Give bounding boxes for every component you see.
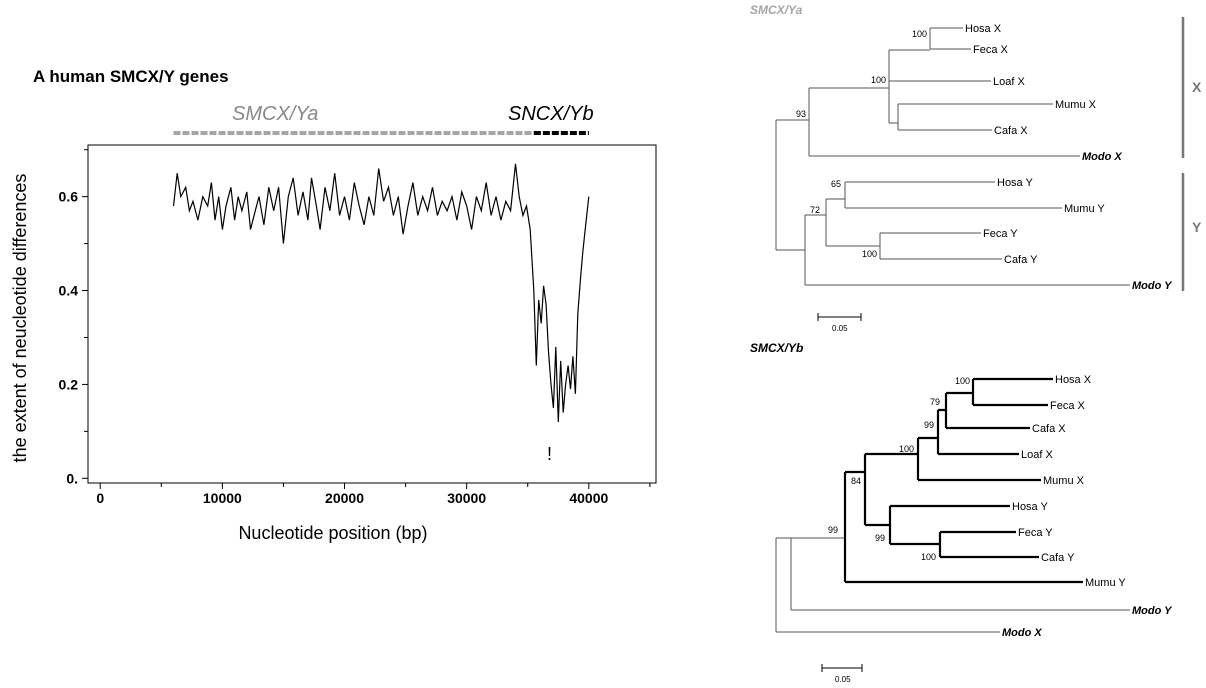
tree-yb-bootstrap: 79: [930, 397, 940, 407]
tree-ya-root-branches: [775, 119, 809, 251]
tree-ya-x-inner-branches: [888, 49, 930, 124]
tree-yb-taxon: Cafa Y: [1041, 552, 1075, 564]
panel-a: A human SMCX/Y genes SMCX/Ya SNCX/Yb 0.0…: [10, 67, 657, 543]
tree-ya-taxon: Cafa X: [994, 125, 1028, 137]
tree-ya-bootstrap: 100: [862, 249, 877, 259]
tree-ya-title: SMCX/Ya: [750, 3, 803, 17]
tree-yb-bootstrap: 99: [924, 420, 934, 430]
tree-yb-scale-bar: [821, 664, 863, 672]
panel-a-title: A human SMCX/Y genes: [33, 67, 229, 86]
tree-ya-taxon: Feca Y: [983, 228, 1018, 240]
y-tick-label: 0.6: [59, 189, 79, 205]
tree-ya-taxon: Hosa Y: [997, 177, 1034, 189]
group-y-label: Y: [1192, 219, 1202, 235]
tree-yb-bootstrap: 99: [828, 525, 838, 535]
tree-ya-taxon: Modo Y: [1132, 280, 1173, 292]
tree-yb-taxon: Mumu Y: [1085, 577, 1126, 589]
tree-yb-scale-text: 0.05: [835, 675, 851, 684]
tree-ya-scale-text: 0.05: [832, 324, 848, 333]
tree-ya-x-clade-branches: [808, 87, 1080, 157]
y-axis-label: the extent of neucleotide differences: [10, 174, 30, 463]
tree-ya-labels: X Y 0.05 Hosa X Feca X Loaf X Mumu X Caf…: [796, 23, 1202, 333]
tree-yb-modo-y-branch: [790, 537, 1130, 611]
y-tick-label: 0.: [66, 470, 78, 486]
tree-yb-bootstrap: 100: [955, 376, 970, 386]
x-tick-label: 30000: [447, 490, 486, 506]
tree-ya-taxon: Hosa X: [965, 23, 1002, 35]
tree-ya-bootstrap: 93: [796, 109, 806, 119]
tree-ya-y-inner-branches: [825, 198, 880, 247]
tree-yb-taxon: Hosa X: [1055, 374, 1092, 386]
plot-frame: [87, 144, 657, 484]
tree-yb-taxon: Hosa Y: [1012, 501, 1049, 513]
tree-yb-bootstrap: 84: [851, 476, 861, 486]
tree-yb-bootstrap: 100: [899, 444, 914, 454]
tree-yb: SMCX/Yb: [750, 341, 1130, 672]
y-tick-label: 0.2: [59, 376, 79, 392]
tree-ya-hosa-mumu-branches: [844, 181, 1062, 209]
tree-ya-y-clade-branches: [804, 214, 1130, 286]
x-tick-label: 20000: [325, 490, 364, 506]
tree-ya-mumu-cafa-branches: [897, 103, 1053, 131]
tree-yb-taxon: Cafa X: [1032, 423, 1066, 435]
tree-ya-feca-cafa-branches: [879, 232, 1002, 260]
x-axis-label: Nucleotide position (bp): [238, 523, 427, 543]
x-tick-label: 10000: [203, 490, 242, 506]
tree-yb-taxon: Modo Y: [1132, 605, 1173, 617]
tree-ya-scale-bar: [817, 313, 862, 321]
tree-ya-bootstrap: 72: [810, 205, 820, 215]
tree-yb-taxon: Modo X: [1002, 627, 1042, 639]
position-marker: !: [547, 444, 552, 464]
tree-yb-title: SMCX/Yb: [750, 341, 803, 355]
tree-ya-taxon: Mumu Y: [1064, 203, 1105, 215]
x-axis: 0 10000 20000 30000 40000: [96, 483, 651, 506]
tree-ya-taxon: Mumu X: [1055, 99, 1097, 111]
tree-yb-root-branches: [775, 537, 1000, 633]
tree-ya: SMCX/Ya: [750, 3, 1185, 321]
tree-yb-labels: 0.05 Hosa X Feca X Cafa X Loaf X Mumu X …: [828, 374, 1173, 684]
y-axis: 0. 0.2 0.4 0.6: [59, 149, 88, 486]
tree-yb-taxon: Feca Y: [1018, 527, 1053, 539]
tree-ya-hosa-feca-branches: [929, 27, 971, 50]
x-tick-label: 40000: [569, 490, 608, 506]
tree-yb-bootstrap: 99: [875, 533, 885, 543]
tree-ya-taxon: Loaf X: [993, 76, 1025, 88]
region-b-label: SNCX/Yb: [508, 103, 594, 125]
tree-ya-taxon: Feca X: [973, 44, 1009, 56]
x-tick-label: 0: [96, 490, 104, 506]
tree-ya-taxon: Cafa Y: [1004, 254, 1038, 266]
tree-ya-taxon: Modo X: [1082, 151, 1122, 163]
tree-yb-eutherian-clade: [843, 377, 1083, 584]
tree-yb-taxon: Feca X: [1050, 400, 1086, 412]
tree-yb-taxon: Loaf X: [1021, 449, 1053, 461]
series-line: [172, 163, 590, 423]
tree-yb-bootstrap: 100: [921, 552, 936, 562]
tree-ya-bootstrap: 100: [912, 29, 927, 39]
group-x-label: X: [1192, 79, 1202, 95]
tree-ya-bootstrap: 65: [831, 179, 841, 189]
y-tick-label: 0.4: [59, 283, 79, 299]
region-a-label: SMCX/Ya: [232, 103, 318, 125]
tree-yb-taxon: Mumu X: [1043, 475, 1085, 487]
tree-ya-bootstrap: 100: [871, 75, 886, 85]
